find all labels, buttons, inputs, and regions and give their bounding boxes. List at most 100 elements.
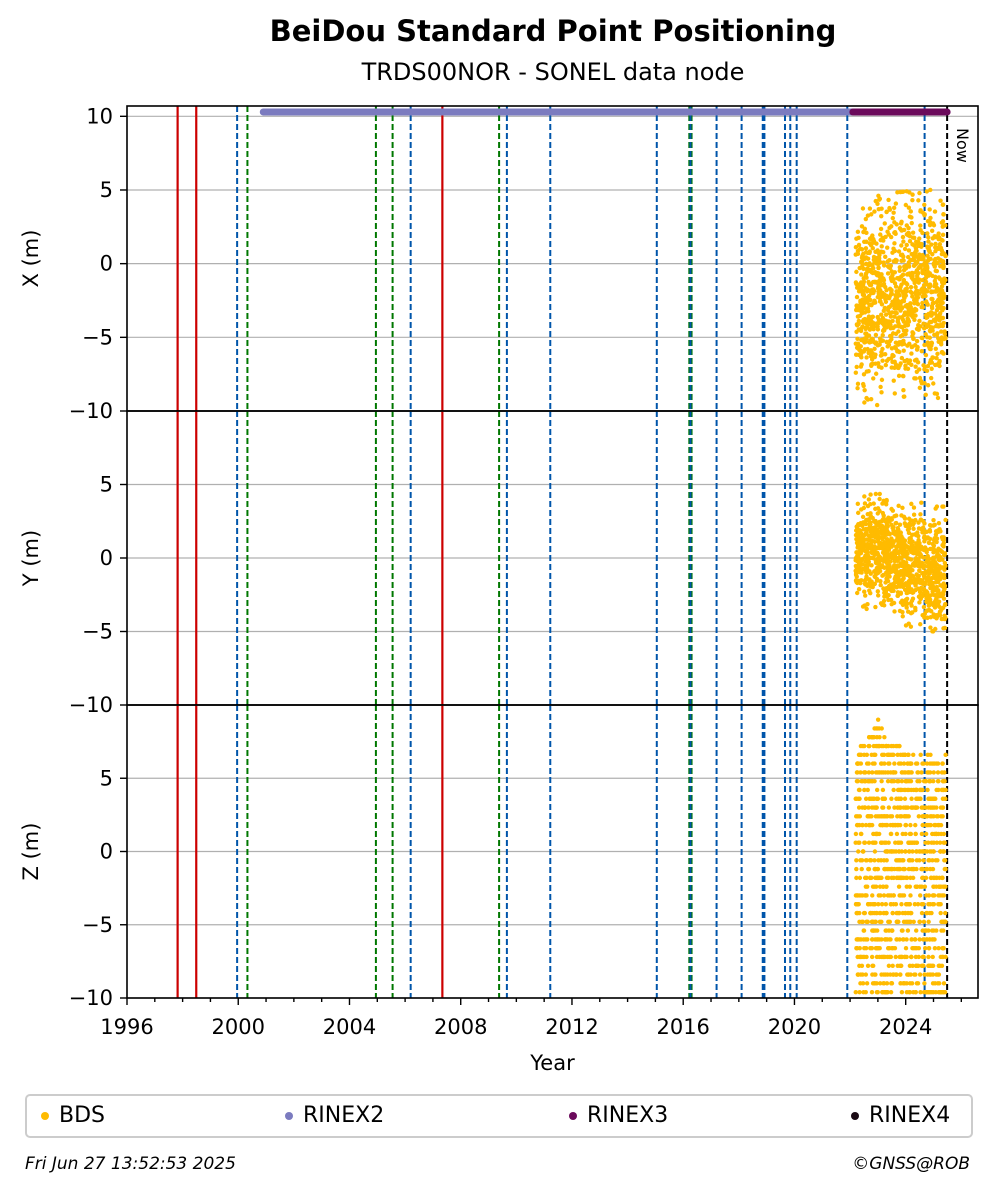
bds-point xyxy=(901,893,907,898)
bds-point xyxy=(886,761,891,766)
bds-point xyxy=(920,578,925,583)
bds-point xyxy=(920,286,925,291)
bds-point xyxy=(853,245,859,250)
bds-point xyxy=(929,989,934,995)
bds-point xyxy=(931,902,937,907)
bds-point xyxy=(877,299,883,304)
bds-point xyxy=(913,517,918,523)
bds-point xyxy=(894,743,900,749)
bds-point xyxy=(883,989,888,995)
bds-point xyxy=(860,297,866,302)
bds-point xyxy=(899,539,904,544)
bds-point xyxy=(872,552,877,558)
bds-point xyxy=(871,236,876,242)
bds-point xyxy=(862,589,867,594)
bds-point xyxy=(884,293,889,298)
bds-point xyxy=(924,322,929,327)
bds-point xyxy=(931,849,936,854)
bds-point xyxy=(929,910,934,916)
bds-point xyxy=(898,761,904,766)
bds-point xyxy=(913,376,918,381)
bds-point xyxy=(912,937,918,942)
bds-point xyxy=(938,198,943,203)
bds-point xyxy=(865,266,870,271)
bds-point xyxy=(941,849,946,854)
bds-point xyxy=(937,358,942,364)
bds-point xyxy=(884,287,889,293)
bds-point xyxy=(862,501,868,506)
bds-point xyxy=(934,234,939,239)
bds-point xyxy=(898,796,904,801)
bds-point xyxy=(879,519,884,524)
bds-point xyxy=(902,752,908,758)
bds-point xyxy=(880,328,886,334)
bds-point xyxy=(869,337,875,342)
bds-point xyxy=(926,311,931,317)
bds-point xyxy=(932,761,937,766)
bds-point xyxy=(895,752,900,758)
bds-point xyxy=(923,822,929,828)
bds-point xyxy=(934,840,940,845)
bds-point xyxy=(930,972,936,977)
bds-point xyxy=(876,250,881,255)
bds-point xyxy=(914,840,920,845)
bds-point xyxy=(894,570,899,575)
bds-point xyxy=(889,796,894,801)
bds-point xyxy=(939,329,944,334)
bds-point xyxy=(919,381,924,386)
bds-point xyxy=(906,770,912,775)
bds-point xyxy=(872,346,877,352)
bds-point xyxy=(880,822,885,828)
bds-point xyxy=(929,305,935,311)
bds-point xyxy=(940,605,946,610)
bds-point xyxy=(900,373,906,379)
bds-point xyxy=(905,571,910,577)
bds-point xyxy=(889,346,895,351)
bds-point xyxy=(924,866,929,872)
bds-point xyxy=(886,963,892,968)
bds-point xyxy=(865,213,871,218)
bds-point xyxy=(862,400,867,405)
bds-point xyxy=(939,963,945,968)
bds-point xyxy=(942,583,948,589)
bds-point xyxy=(892,391,897,396)
bds-point xyxy=(914,787,919,793)
bds-point xyxy=(903,280,909,286)
bds-point xyxy=(907,238,913,244)
bds-point xyxy=(920,875,925,881)
bds-point xyxy=(911,512,917,517)
bds-point xyxy=(867,249,872,254)
bds-point xyxy=(909,251,914,257)
bds-point xyxy=(911,919,916,925)
bds-point xyxy=(882,565,887,570)
y-tick-label-X--10: −10 xyxy=(69,399,113,423)
bds-point xyxy=(903,560,909,565)
bds-point xyxy=(915,770,921,775)
bds-point xyxy=(913,284,918,290)
bds-point xyxy=(875,506,881,511)
now-label: Now xyxy=(953,128,972,163)
bds-point xyxy=(899,306,905,311)
bds-point xyxy=(868,354,874,359)
bds-point xyxy=(875,866,881,872)
bds-point xyxy=(859,362,864,367)
bds-point xyxy=(929,289,934,294)
bds-point xyxy=(898,893,903,898)
bds-point xyxy=(855,937,861,942)
bds-point xyxy=(854,910,859,916)
bds-point xyxy=(923,279,929,285)
bds-point xyxy=(935,351,940,357)
bds-point xyxy=(903,202,909,208)
bds-point xyxy=(898,361,903,366)
bds-point xyxy=(936,778,941,784)
bds-point xyxy=(897,608,903,614)
bds-point xyxy=(866,262,872,268)
bds-point xyxy=(857,840,862,845)
bds-point xyxy=(858,344,864,349)
x-axis-label: Year xyxy=(529,1051,575,1075)
bds-point xyxy=(893,548,898,554)
bds-point xyxy=(939,919,945,925)
bds-point xyxy=(937,312,942,318)
bds-point xyxy=(922,212,927,217)
